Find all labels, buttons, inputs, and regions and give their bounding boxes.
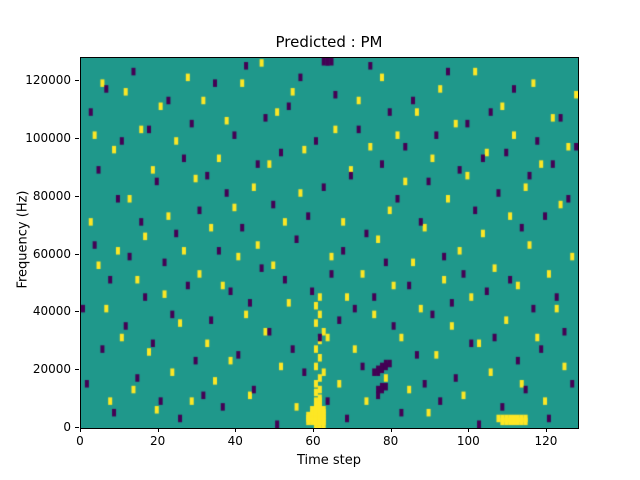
y-tick-label: 0 (63, 420, 71, 434)
y-tick-label: 60000 (32, 246, 71, 261)
x-tick-label: 0 (76, 434, 84, 448)
y-tick-label: 120000 (25, 73, 71, 88)
plot-area (80, 57, 579, 429)
x-tick-mark (390, 428, 392, 432)
x-tick-mark (80, 428, 81, 432)
x-tick-mark (157, 428, 159, 432)
y-tick-mark (75, 369, 79, 371)
heatmap-canvas (81, 58, 578, 428)
y-tick-label: 80000 (32, 188, 71, 203)
x-tick-label: 80 (382, 434, 399, 448)
y-tick-label: 100000 (25, 130, 71, 145)
x-tick-mark (468, 428, 470, 432)
y-tick-mark (75, 311, 79, 313)
y-tick-mark (75, 195, 79, 197)
x-tick-label: 60 (305, 434, 321, 448)
y-tick-mark (75, 427, 79, 428)
y-tick-mark (75, 253, 79, 255)
y-axis-label: Frequency (Hz) (15, 190, 31, 289)
x-tick-label: 120 (534, 434, 558, 448)
chart-title: Predicted : PM (275, 33, 383, 51)
x-tick-mark (235, 428, 237, 432)
y-tick-label: 40000 (32, 304, 71, 319)
x-axis-label: Time step (296, 453, 362, 468)
y-tick-mark (75, 137, 79, 139)
x-tick-mark (312, 428, 314, 432)
x-tick-label: 40 (227, 434, 243, 448)
x-tick-label: 100 (456, 434, 480, 448)
y-tick-mark (75, 80, 79, 82)
y-tick-label: 20000 (32, 362, 71, 377)
x-tick-mark (545, 428, 547, 432)
x-tick-label: 20 (150, 434, 166, 448)
